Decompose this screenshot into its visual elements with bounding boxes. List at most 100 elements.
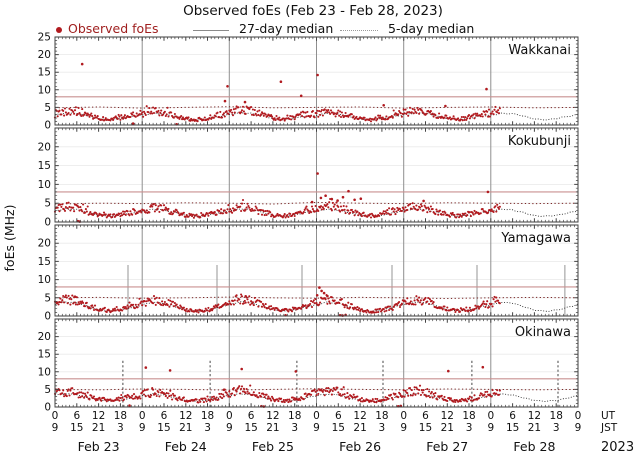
observed-point xyxy=(80,114,83,118)
day-gridlines xyxy=(141,225,492,316)
observed-point xyxy=(138,297,141,300)
observed-point xyxy=(199,400,202,403)
day-gridlines xyxy=(141,37,492,125)
y-tick-label: 5 xyxy=(44,384,51,396)
y-tick-label: 5 xyxy=(44,102,51,114)
observed-point xyxy=(116,398,119,401)
observed-point xyxy=(494,105,497,108)
observed-point xyxy=(121,309,124,312)
observed-point xyxy=(197,401,200,404)
observed-point xyxy=(458,216,461,219)
observed-point xyxy=(63,208,66,211)
observed-point xyxy=(440,213,443,216)
jst-tick-label: 9 xyxy=(313,422,320,434)
observed-point xyxy=(326,110,329,113)
observed-point xyxy=(166,106,169,109)
observed-point xyxy=(391,207,394,210)
observed-point xyxy=(127,306,130,309)
observed-point xyxy=(171,392,175,395)
observed-point xyxy=(351,396,354,399)
observed-point xyxy=(343,115,346,118)
jst-tick-label: 21 xyxy=(92,422,105,434)
observed-point xyxy=(68,297,71,300)
observed-point xyxy=(421,391,424,394)
observed-point xyxy=(286,398,289,401)
observed-outlier-point xyxy=(316,73,319,77)
observed-point xyxy=(231,211,234,214)
observed-point xyxy=(125,307,128,310)
observed-point xyxy=(69,113,72,116)
observed-point xyxy=(220,208,223,211)
observed-point xyxy=(134,303,137,306)
observed-point xyxy=(360,397,363,400)
observed-point xyxy=(72,110,75,113)
observed-point xyxy=(153,297,156,300)
jst-axis-label: JST xyxy=(600,422,618,434)
observed-point xyxy=(325,387,328,390)
observed-point xyxy=(246,202,249,205)
observed-point xyxy=(448,116,452,119)
observed-point xyxy=(448,215,452,218)
observed-point xyxy=(69,209,72,212)
observed-point xyxy=(490,208,493,211)
observed-point xyxy=(133,397,136,400)
observed-point xyxy=(340,111,343,114)
observed-point xyxy=(455,216,458,219)
observed-point xyxy=(83,396,86,399)
observed-point xyxy=(428,396,432,399)
observed-point xyxy=(173,210,176,213)
observed-point xyxy=(445,114,448,117)
observed-point xyxy=(154,106,157,110)
observed-point xyxy=(413,386,416,389)
observed-point xyxy=(76,113,79,116)
observed-point xyxy=(304,207,307,210)
date-label: Feb 28 xyxy=(513,439,555,454)
observed-point xyxy=(164,395,167,398)
observed-point xyxy=(424,296,427,299)
observed-point xyxy=(408,203,412,206)
observed-point xyxy=(215,396,218,399)
observed-outlier-point xyxy=(326,294,329,298)
observed-point xyxy=(225,391,228,394)
ut-tick-label: 18 xyxy=(114,410,127,422)
observed-point xyxy=(227,395,230,398)
observed-point xyxy=(270,215,273,218)
observed-point xyxy=(226,208,229,211)
observed-point xyxy=(58,109,61,112)
observed-point xyxy=(112,213,116,216)
observed-point xyxy=(143,112,146,115)
observed-point xyxy=(65,395,68,398)
observed-point xyxy=(171,300,175,303)
observed-point xyxy=(195,213,198,216)
observed-point xyxy=(468,211,471,214)
observed-point xyxy=(146,388,149,391)
observed-point xyxy=(105,310,108,314)
observed-point xyxy=(59,297,62,300)
observed-point xyxy=(187,116,190,119)
observed-point xyxy=(203,310,206,313)
observed-point xyxy=(149,396,152,399)
observed-point xyxy=(490,302,493,305)
observed-point xyxy=(162,204,166,207)
ut-tick-label: 0 xyxy=(226,410,233,422)
observed-outlier-point xyxy=(481,365,485,369)
observed-point xyxy=(276,398,279,401)
observed-point xyxy=(168,395,171,398)
observed-point xyxy=(434,114,437,117)
observed-point xyxy=(172,116,175,119)
observed-point xyxy=(104,213,107,216)
observed-point xyxy=(231,114,235,117)
observed-point xyxy=(273,308,276,311)
observed-point xyxy=(483,110,486,113)
observed-point xyxy=(77,301,80,304)
date-label: Feb 25 xyxy=(252,439,294,454)
observed-point xyxy=(479,212,482,215)
observed-point xyxy=(459,400,462,403)
observed-point xyxy=(320,208,323,211)
observed-point xyxy=(62,109,65,112)
observed-point xyxy=(290,310,294,313)
observed-point xyxy=(63,107,67,110)
ut-tick-label: 6 xyxy=(73,410,80,422)
observed-point xyxy=(122,115,126,119)
observed-point xyxy=(83,113,86,116)
